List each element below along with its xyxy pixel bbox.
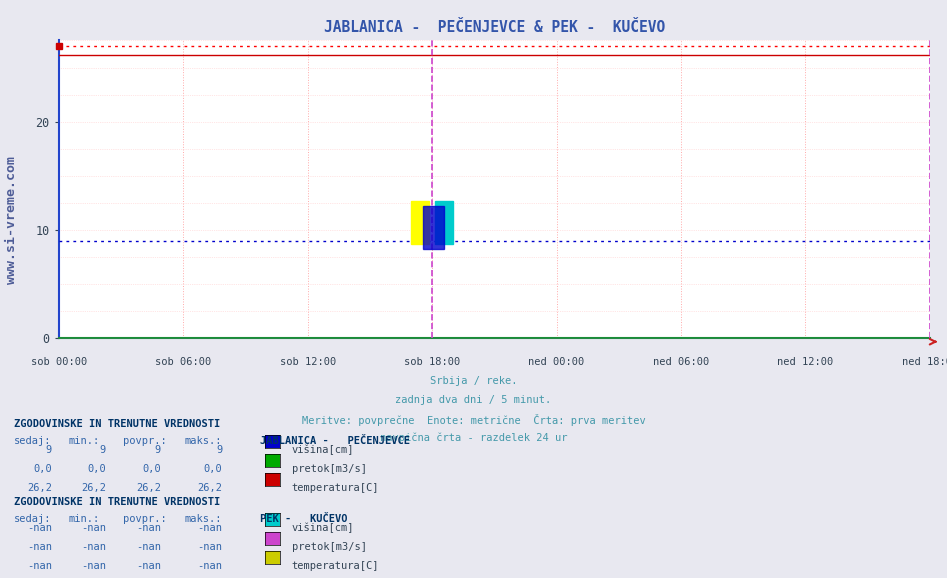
Text: 26,2: 26,2 — [27, 483, 52, 493]
Text: sob 18:00: sob 18:00 — [404, 357, 460, 366]
Text: Srbija / reke.: Srbija / reke. — [430, 376, 517, 386]
Text: temperatura[C]: temperatura[C] — [292, 561, 379, 571]
Text: ned 00:00: ned 00:00 — [528, 357, 584, 366]
Text: navpična črta - razdelek 24 ur: navpična črta - razdelek 24 ur — [380, 433, 567, 443]
Text: sedaj:: sedaj: — [14, 514, 52, 524]
Text: -nan: -nan — [81, 542, 106, 552]
Text: ZGODOVINSKE IN TRENUTNE VREDNOSTI: ZGODOVINSKE IN TRENUTNE VREDNOSTI — [14, 419, 221, 429]
Text: ned 12:00: ned 12:00 — [777, 357, 833, 366]
Text: pretok[m3/s]: pretok[m3/s] — [292, 542, 366, 552]
Text: 0,0: 0,0 — [204, 464, 223, 474]
Text: maks.:: maks.: — [185, 514, 223, 524]
Text: PEK -   KUČEVO: PEK - KUČEVO — [260, 514, 348, 524]
Text: -nan: -nan — [198, 561, 223, 571]
Text: -nan: -nan — [27, 542, 52, 552]
Text: povpr.:: povpr.: — [123, 436, 167, 446]
Text: min.:: min.: — [68, 436, 99, 446]
Text: 9: 9 — [216, 445, 223, 455]
Title: JABLANICA -  PEČENJEVCE & PEK -  KUČEVO: JABLANICA - PEČENJEVCE & PEK - KUČEVO — [324, 20, 665, 35]
Text: sedaj:: sedaj: — [14, 436, 52, 446]
Text: povpr.:: povpr.: — [123, 514, 167, 524]
Text: -nan: -nan — [27, 561, 52, 571]
Text: sob 00:00: sob 00:00 — [30, 357, 87, 366]
Text: -nan: -nan — [198, 542, 223, 552]
Text: Meritve: povprečne  Enote: metrične  Črta: prva meritev: Meritve: povprečne Enote: metrične Črta:… — [302, 414, 645, 426]
Text: min.:: min.: — [68, 514, 99, 524]
Text: ned 18:00: ned 18:00 — [902, 357, 947, 366]
Text: višina[cm]: višina[cm] — [292, 523, 354, 533]
Text: sob 06:00: sob 06:00 — [155, 357, 211, 366]
Text: maks.:: maks.: — [185, 436, 223, 446]
Text: JABLANICA -   PEČENJEVCE: JABLANICA - PEČENJEVCE — [260, 436, 410, 446]
Text: -nan: -nan — [136, 561, 161, 571]
Text: -nan: -nan — [81, 523, 106, 533]
Text: 9: 9 — [99, 445, 106, 455]
Text: 9: 9 — [45, 445, 52, 455]
Text: 0,0: 0,0 — [33, 464, 52, 474]
Text: temperatura[C]: temperatura[C] — [292, 483, 379, 493]
Text: zadnja dva dni / 5 minut.: zadnja dva dni / 5 minut. — [396, 395, 551, 405]
Text: 0,0: 0,0 — [142, 464, 161, 474]
Text: ZGODOVINSKE IN TRENUTNE VREDNOSTI: ZGODOVINSKE IN TRENUTNE VREDNOSTI — [14, 497, 221, 507]
Text: -nan: -nan — [136, 523, 161, 533]
Bar — [423, 206, 444, 249]
Text: ned 06:00: ned 06:00 — [652, 357, 709, 366]
Text: sob 12:00: sob 12:00 — [279, 357, 336, 366]
Bar — [435, 201, 454, 244]
Text: 9: 9 — [154, 445, 161, 455]
Text: -nan: -nan — [81, 561, 106, 571]
Text: -nan: -nan — [136, 542, 161, 552]
Text: 26,2: 26,2 — [81, 483, 106, 493]
Text: 26,2: 26,2 — [198, 483, 223, 493]
Text: -nan: -nan — [198, 523, 223, 533]
Text: www.si-vreme.com: www.si-vreme.com — [5, 155, 18, 284]
Bar — [411, 201, 429, 244]
Text: 26,2: 26,2 — [136, 483, 161, 493]
Text: 0,0: 0,0 — [87, 464, 106, 474]
Text: pretok[m3/s]: pretok[m3/s] — [292, 464, 366, 474]
Text: -nan: -nan — [27, 523, 52, 533]
Text: višina[cm]: višina[cm] — [292, 445, 354, 455]
